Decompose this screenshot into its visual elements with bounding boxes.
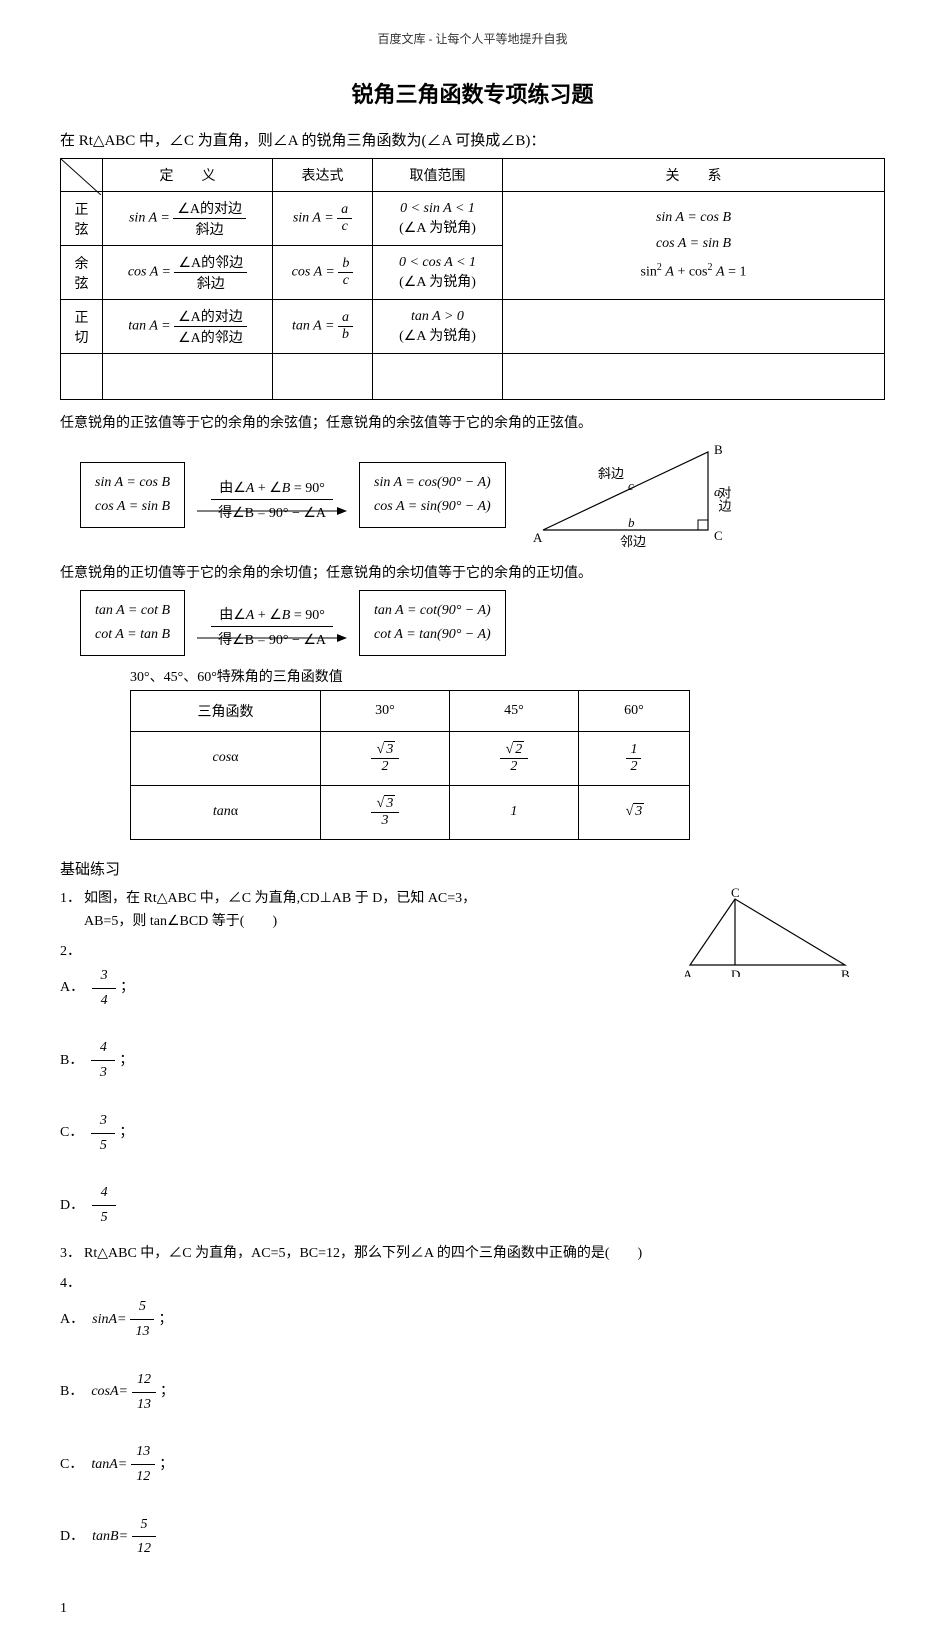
- special-angles-table: 三角函数 30° 45° 60° cosα 32 22 12 tanα 33 1…: [130, 690, 690, 840]
- practice-header: 基础练习: [60, 858, 885, 879]
- svg-text:B: B: [714, 442, 723, 457]
- page-title: 锐角三角函数专项练习题: [60, 77, 885, 109]
- page-number: 1: [60, 1601, 885, 1617]
- col-expression: 表达式: [273, 159, 373, 192]
- table-row-tan: 正切 tan A = ∠A的对边∠A的邻边 tan A = ab tan A >…: [61, 300, 885, 354]
- question-1-figure: A B C D: [675, 887, 865, 977]
- trig-definition-table: 定 义 表达式 取值范围 关 系 正弦 sin A = ∠A的对边斜边 sin …: [60, 158, 885, 400]
- svg-text:b: b: [628, 515, 635, 530]
- svg-text:c: c: [628, 478, 634, 493]
- col-range: 取值范围: [373, 159, 503, 192]
- question-2-choices: 2． A． 34 ； B． 43 ； C． 35 ； D． 45: [60, 940, 885, 1230]
- svg-text:邻边: 邻边: [620, 534, 646, 549]
- identity-row-2: tan A = cot B cot A = tan B 由∠A + ∠B = 9…: [80, 590, 885, 656]
- arrow-derivation-1: 由∠A + ∠B = 90° 得∠B = 90° − ∠A: [197, 475, 347, 516]
- table-row-empty: [61, 354, 885, 400]
- arrow-derivation-2: 由∠A + ∠B = 90° 得∠B = 90° − ∠A: [197, 602, 347, 643]
- col-definition: 定 义: [103, 159, 273, 192]
- svg-text:D: D: [731, 967, 740, 977]
- question-3: 3．Rt△ABC 中，∠C 为直角，AC=5，BC=12，那么下列∠A 的四个三…: [60, 1242, 885, 1266]
- special-angles-caption: 30°、45°、60°特殊角的三角函数值: [130, 666, 885, 686]
- table-row-sin: 正弦 sin A = ∠A的对边斜边 sin A = ac 0 < sin A …: [61, 192, 885, 246]
- property-1: 任意锐角的正弦值等于它的余角的余弦值；任意锐角的余弦值等于它的余角的正弦值。: [60, 412, 885, 432]
- svg-text:C: C: [731, 887, 740, 900]
- question-4-choices: 4． A． sinA= 513 ； B． cosA= 1213 ； C． tan…: [60, 1272, 885, 1562]
- svg-text:B: B: [841, 967, 850, 977]
- right-triangle-diagram: A B C c a b 斜边 对边 邻边: [528, 440, 738, 550]
- svg-text:A: A: [533, 530, 543, 545]
- intro-paragraph: 在 Rt△ABC 中，∠C 为直角，则∠A 的锐角三角函数为(∠A 可换成∠B)…: [60, 129, 885, 150]
- property-2: 任意锐角的正切值等于它的余角的余切值；任意锐角的余切值等于它的余角的正切值。: [60, 562, 885, 582]
- source-header: 百度文库 - 让每个人平等地提升自我: [60, 30, 885, 47]
- table-row-cos: cosα 32 22 12: [131, 731, 690, 785]
- identity-row-1: sin A = cos B cos A = sin B 由∠A + ∠B = 9…: [80, 440, 885, 550]
- svg-text:A: A: [683, 967, 693, 977]
- svg-text:C: C: [714, 528, 723, 543]
- table-row-tan: tanα 33 1 3: [131, 785, 690, 839]
- col-relation: 关 系: [503, 159, 885, 192]
- svg-text:对边: 对边: [716, 486, 731, 513]
- svg-text:斜边: 斜边: [598, 466, 624, 481]
